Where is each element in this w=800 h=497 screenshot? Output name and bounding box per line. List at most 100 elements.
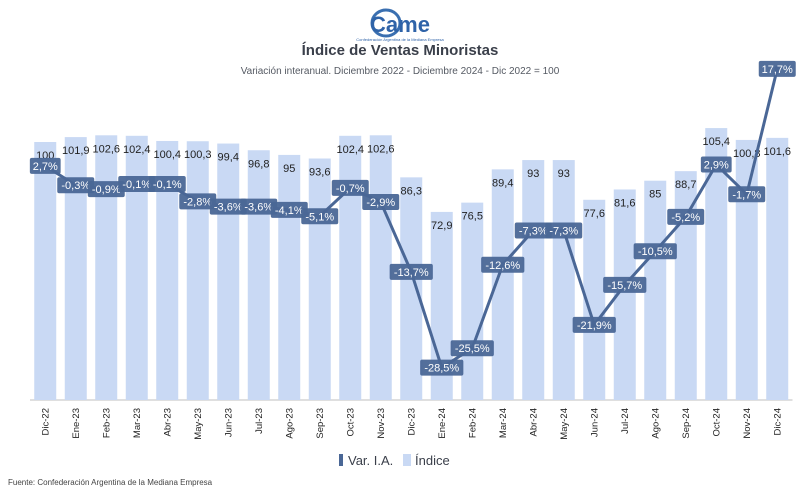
- x-tick-label: Feb-24: [467, 408, 478, 438]
- bar-value-label: 89,4: [492, 177, 513, 189]
- bar: [125, 135, 148, 401]
- bar: [247, 150, 270, 400]
- x-tick-label: Jun-23: [223, 408, 234, 437]
- x-tick-label: Ene-24: [437, 408, 448, 439]
- x-tick-label: Mar-24: [498, 408, 509, 438]
- line-label-box: [87, 181, 125, 198]
- line-value-label: -0,1%: [153, 179, 182, 191]
- bar: [461, 202, 484, 400]
- bar-value-label: 88,7: [675, 179, 696, 191]
- bar-value-label: 81,6: [614, 197, 635, 209]
- bar-value-label: 99,4: [218, 152, 239, 164]
- line-value-label: -2,9%: [366, 197, 395, 209]
- bar-value-label: 102,4: [336, 144, 364, 156]
- line-value-label: -21,9%: [577, 320, 612, 332]
- line-label-box: [389, 263, 433, 280]
- line-label-box: [179, 193, 217, 210]
- bar: [369, 135, 392, 401]
- bar-value-label: 77,6: [584, 208, 605, 220]
- x-tick-label: Nov-23: [376, 408, 387, 439]
- came-logo: Came Confederación Argentina de la Media…: [356, 8, 444, 42]
- bar: [400, 177, 423, 400]
- bar-value-label: 102,6: [367, 143, 395, 155]
- line-value-label: -0,9%: [92, 184, 121, 196]
- line-value-label: -3,6%: [244, 202, 273, 214]
- line-label-box: [209, 198, 247, 215]
- line-label-box: [728, 186, 766, 203]
- bar: [278, 154, 301, 400]
- logo-text: Came: [370, 12, 430, 37]
- line-value-label: -13,7%: [394, 267, 429, 279]
- x-tick-label: Abr-24: [528, 408, 539, 437]
- x-tick-label: May-23: [193, 408, 204, 440]
- bar-value-label: 100,4: [153, 149, 181, 161]
- bar: [766, 137, 789, 400]
- line-label-box: [270, 201, 308, 218]
- bar: [156, 140, 179, 400]
- line-value-label: -0,7%: [336, 183, 365, 195]
- bar: [613, 189, 636, 400]
- bar-value-label: 102,4: [123, 144, 151, 156]
- bar-value-label: 96,8: [248, 158, 269, 170]
- bar-value-label: 93: [558, 168, 570, 180]
- line-value-label: 17,7%: [762, 64, 793, 76]
- bar: [705, 128, 728, 400]
- x-tick-label: Oct-24: [711, 408, 722, 437]
- line-value-label: -12,6%: [485, 260, 520, 272]
- line-value-label: -15,7%: [607, 280, 642, 292]
- bar: [339, 135, 362, 401]
- line-value-label: -2,8%: [183, 196, 212, 208]
- bar-value-label: 85: [649, 189, 661, 201]
- x-tick-label: Nov-24: [742, 408, 753, 439]
- bar-value-label: 101,6: [763, 146, 791, 158]
- line-value-label: -1,7%: [732, 189, 761, 201]
- bar-value-label: 105,4: [702, 136, 730, 148]
- bar: [583, 199, 606, 400]
- source-note: Fuente: Confederación Argentina de la Me…: [8, 478, 213, 487]
- legend-bar-label: Índice: [415, 453, 450, 468]
- bar: [308, 158, 331, 400]
- line-label-box: [331, 179, 369, 196]
- legend-line-label: Var. I.A.: [348, 453, 393, 468]
- line-value-label: -25,5%: [455, 343, 490, 355]
- line-value-label: -3,6%: [214, 202, 243, 214]
- line-label-box: [514, 222, 552, 239]
- bar-value-label: 93: [527, 168, 539, 180]
- line-label-box: [450, 340, 494, 357]
- x-tick-label: Sep-24: [681, 408, 692, 439]
- line-label-box: [667, 208, 705, 225]
- legend-bar-swatch: [403, 454, 411, 466]
- line-value-label: -0,3%: [61, 180, 90, 192]
- x-tick-label: Ago-23: [284, 408, 295, 439]
- x-tick-label: Ene-23: [71, 408, 82, 439]
- line-label-box: [420, 359, 464, 376]
- x-tick-label: Jul-24: [620, 408, 631, 434]
- x-tick-label: Jun-24: [589, 408, 600, 437]
- x-tick-label: Dic-23: [406, 408, 417, 435]
- x-tick-label: Abr-23: [162, 408, 173, 437]
- bar: [674, 171, 697, 400]
- line-label-box: [301, 208, 339, 225]
- logo-tagline: Confederación Argentina de la Mediana Em…: [356, 37, 444, 42]
- line-label-box: [572, 316, 616, 333]
- bar: [522, 160, 545, 400]
- x-tick-label: Jul-23: [254, 408, 265, 434]
- bar-value-label: 100,8: [733, 148, 761, 160]
- bar: [186, 141, 209, 400]
- line-value-label: -4,1%: [275, 205, 304, 217]
- line-label-box: [633, 243, 677, 260]
- bar: [34, 142, 57, 400]
- line-label-box: [57, 177, 95, 194]
- line-value-label: -5,2%: [671, 212, 700, 224]
- line-value-label: -28,5%: [424, 363, 459, 375]
- line-label-box: [545, 222, 583, 239]
- line-value-label: -7,3%: [519, 226, 548, 238]
- line-label-box: [362, 194, 400, 211]
- line-label-box: [240, 198, 278, 215]
- line-label-box: [481, 256, 525, 273]
- line-label-box: [758, 60, 796, 77]
- bar-value-label: 95: [283, 163, 295, 175]
- x-tick-label: Dic-24: [772, 408, 783, 435]
- line-value-label: -5,1%: [305, 211, 334, 223]
